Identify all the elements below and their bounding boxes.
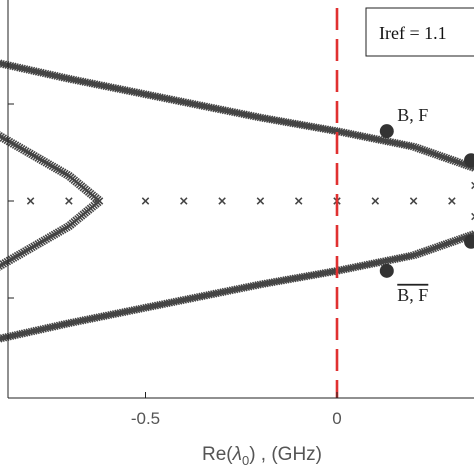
x-marker (433, 151, 442, 159)
highlight-point (464, 153, 474, 168)
ticks-layer: -1.5-1-0.500.5 (8, 103, 342, 428)
x-marker (423, 147, 431, 155)
x-marker (412, 250, 420, 259)
x-marker (414, 144, 422, 152)
x-marker (471, 181, 474, 190)
x-marker (420, 247, 429, 256)
x-marker (409, 251, 418, 260)
plot-background (8, 0, 474, 398)
x-marker (458, 159, 466, 168)
x-marker (453, 236, 462, 244)
x-marker (427, 149, 435, 157)
x-marker (455, 158, 464, 167)
x-marker (418, 145, 427, 154)
markers-layer (0, 59, 474, 343)
axes-layer (7, 0, 474, 399)
legend-text: Iref = 1.1 (379, 23, 447, 43)
x-marker (416, 145, 424, 153)
x-marker (218, 197, 226, 205)
x-marker (436, 242, 444, 250)
x-marker (442, 154, 451, 162)
x-marker (0, 59, 3, 67)
x-marker (449, 237, 457, 246)
x-axis-label: Re(λ0) , (GHz) (202, 444, 322, 468)
x-marker (420, 146, 429, 155)
highlight-point (379, 263, 394, 278)
x-marker (433, 243, 442, 251)
x-marker (0, 59, 5, 68)
x-marker (141, 197, 150, 205)
x-marker (429, 244, 438, 253)
x-marker (409, 197, 418, 205)
x-marker (431, 243, 440, 252)
x-marker (429, 149, 438, 158)
x-marker (447, 238, 455, 247)
x-marker (431, 150, 440, 159)
x-marker (458, 234, 466, 243)
x-tick-label: 0 (332, 409, 341, 428)
x-marker (455, 235, 464, 244)
x-marker (416, 249, 424, 257)
x-marker (418, 248, 427, 257)
x-marker (448, 197, 456, 205)
x-marker (371, 197, 380, 205)
x-marker (453, 158, 462, 166)
x-marker (436, 152, 444, 160)
x-marker (438, 241, 446, 250)
x-marker (294, 197, 303, 205)
x-marker (451, 157, 459, 165)
highlight-point (379, 124, 394, 139)
x-marker (256, 197, 265, 205)
highlight-point (464, 234, 474, 249)
x-marker (427, 245, 435, 253)
x-marker (471, 212, 474, 221)
x-marker (440, 153, 448, 162)
highlight-label: B, F (397, 285, 428, 305)
x-marker (423, 247, 431, 255)
x-marker (438, 152, 446, 161)
x-marker (449, 156, 457, 165)
x-marker (0, 262, 3, 270)
legend-box: Iref = 1.1 (365, 7, 474, 57)
highlight-label: B, F (397, 105, 428, 125)
x-tick-label: -0.5 (131, 409, 160, 428)
x-marker (440, 240, 448, 249)
x-marker (65, 197, 73, 205)
x-marker (414, 250, 422, 258)
x-marker (180, 197, 188, 205)
x-marker (451, 237, 459, 245)
x-marker (26, 197, 35, 205)
x-marker (425, 246, 433, 254)
x-marker (447, 155, 455, 164)
highlight-layer: C, GD, HB, FA, EA, EB, FD, HC, G (379, 105, 474, 305)
x-marker (444, 155, 453, 163)
x-marker (444, 239, 453, 247)
x-marker (442, 240, 451, 248)
x-marker (425, 148, 433, 156)
